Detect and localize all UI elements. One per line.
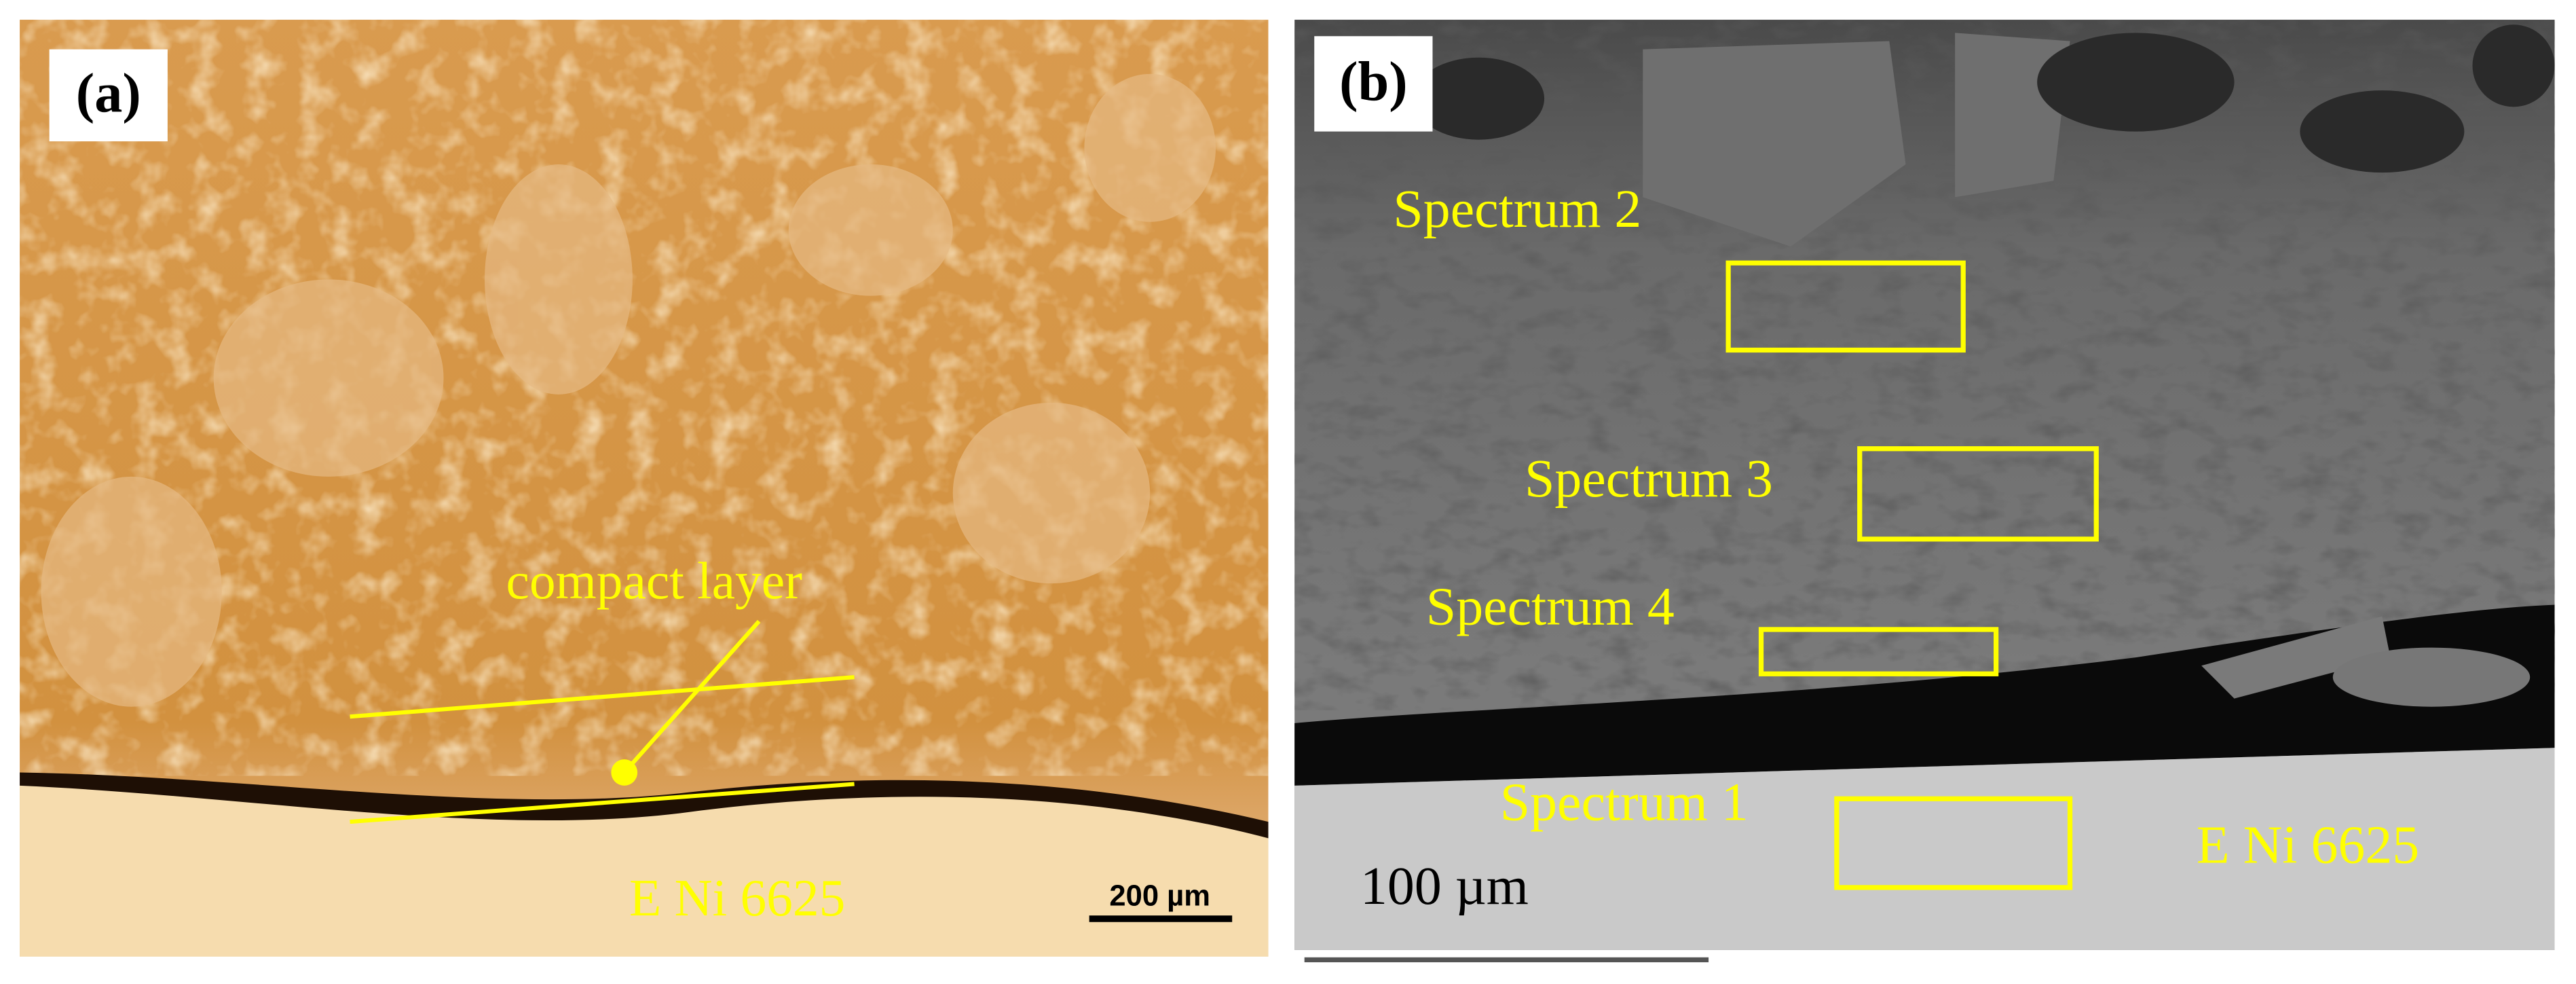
scale-bar-label: 100 µm	[1360, 856, 1529, 916]
spectrum-box	[1834, 796, 2073, 890]
grains	[41, 73, 1216, 707]
leader-dot	[611, 759, 638, 786]
panel-b: (b) Spectrum 2 Spectrum 3 Spectrum 4 Spe…	[1294, 20, 2555, 963]
dendrite-texture	[20, 20, 1269, 776]
substrate-label: E Ni 6625	[629, 869, 845, 927]
panel-label: (b)	[1339, 51, 1408, 113]
spectrum-box	[1857, 446, 2099, 542]
leader-line	[622, 619, 761, 774]
spectrum-box	[1725, 260, 1966, 353]
scale-bar-label: 200 µm	[1109, 880, 1210, 913]
spectrum-label: Spectrum 1	[1500, 773, 1749, 833]
substrate-label: E Ni 6625	[2197, 816, 2419, 875]
label-box	[1314, 36, 1433, 132]
substrate-a	[20, 776, 1269, 957]
panel-a: (a) compact layer E Ni 6625 200 µm	[20, 20, 1269, 957]
spectrum-box	[1758, 627, 1999, 676]
spectrum-label: Spectrum 4	[1426, 577, 1675, 637]
label-box	[49, 49, 168, 142]
panel-label: (a)	[76, 62, 141, 124]
substrate-b	[1294, 748, 2555, 950]
dark-phases	[1413, 24, 2555, 173]
layer-line	[350, 675, 855, 719]
layer-line	[350, 782, 855, 824]
spectrum-label: Spectrum 3	[1525, 449, 1773, 509]
fragment	[2201, 616, 2391, 699]
spectrum-label: Spectrum 2	[1393, 179, 1641, 239]
spectrum-boxes	[1725, 260, 2099, 890]
crack	[20, 772, 1269, 839]
annotation: compact layer	[506, 551, 802, 610]
fragment	[2332, 647, 2531, 707]
gap	[1294, 604, 2555, 786]
